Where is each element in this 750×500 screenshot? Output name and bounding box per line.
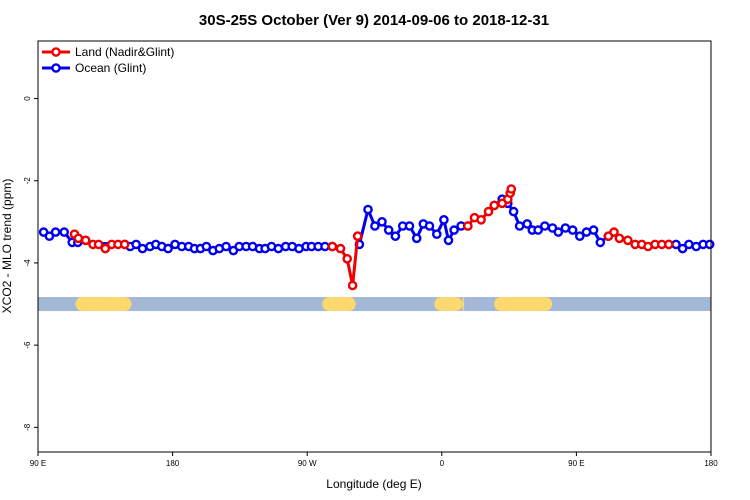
legend: Land (Nadir&Glint) Ocean (Glint)	[42, 45, 174, 75]
data-point	[327, 241, 338, 252]
y-tick-label: -6	[23, 341, 32, 349]
x-tick-label: 90 W	[298, 459, 317, 468]
data-point	[390, 231, 401, 241]
data-point	[383, 225, 394, 235]
legend-item: Ocean (Glint)	[42, 61, 146, 75]
data-point	[221, 241, 231, 252]
data-point	[100, 243, 111, 254]
y-tick-label: -8	[23, 423, 32, 431]
data-point	[664, 239, 674, 250]
data-point	[411, 233, 422, 244]
data-point	[342, 253, 353, 264]
data-point	[44, 231, 55, 241]
data-point	[431, 229, 442, 239]
land-segment	[434, 297, 463, 312]
legend-item: Land (Nadir&Glint)	[42, 45, 174, 59]
data-point	[540, 221, 550, 231]
series-layer	[38, 184, 715, 291]
chart-title: 30S-25S October (Ver 9) 2014-09-06 to 20…	[199, 12, 549, 29]
data-point	[677, 243, 688, 254]
ocean-band	[38, 297, 711, 312]
x-tick-label: 90 E	[568, 459, 584, 468]
x-axis: 90 E 180 90 W 0 90 E 180	[30, 452, 718, 468]
data-point	[377, 216, 387, 227]
land-segment	[322, 297, 356, 312]
data-point	[489, 200, 500, 211]
data-point	[533, 225, 543, 235]
land-segment	[462, 297, 465, 312]
series-ocean	[38, 194, 715, 256]
land-segment	[75, 297, 132, 312]
data-point	[80, 235, 91, 246]
land-ocean-band	[38, 297, 711, 312]
data-point	[704, 239, 715, 250]
data-point	[623, 235, 633, 246]
y-tick-label: 0	[23, 96, 32, 101]
legend-marker	[51, 63, 61, 73]
y-axis: 0 -2 -4 -6 -8	[23, 96, 38, 431]
data-point	[50, 227, 61, 237]
x-tick-label: 90 E	[30, 459, 46, 468]
data-point	[137, 243, 148, 254]
data-point	[514, 221, 525, 231]
series-land	[69, 184, 674, 291]
data-point	[609, 227, 619, 237]
data-point	[320, 241, 330, 252]
data-point	[439, 214, 449, 225]
data-point	[462, 221, 473, 231]
data-point	[476, 214, 486, 225]
data-point	[119, 239, 130, 250]
x-axis-label: Longitude (deg E)	[326, 477, 421, 491]
x-tick-label: 180	[704, 459, 718, 468]
data-point	[614, 233, 625, 244]
data-point	[595, 237, 606, 248]
data-point	[335, 243, 346, 254]
data-point	[347, 280, 358, 291]
data-point	[567, 225, 578, 235]
data-point	[483, 206, 494, 217]
data-point	[363, 204, 373, 215]
legend-marker	[51, 47, 61, 57]
data-point	[443, 235, 454, 246]
data-point	[201, 241, 212, 252]
data-point	[352, 231, 363, 241]
legend-label: Land (Nadir&Glint)	[75, 45, 174, 59]
data-point	[163, 243, 173, 254]
x-tick-label: 0	[440, 459, 445, 468]
data-point	[424, 221, 435, 231]
data-point	[59, 227, 69, 237]
data-point	[553, 227, 564, 237]
data-point	[508, 206, 519, 217]
data-point	[370, 221, 380, 231]
data-point	[93, 239, 104, 250]
y-tick-label: -4	[23, 259, 32, 267]
data-point	[449, 225, 459, 235]
x-tick-label: 180	[166, 459, 180, 468]
y-tick-label: -2	[23, 177, 32, 185]
data-point	[588, 225, 599, 235]
data-point	[522, 219, 533, 229]
data-point	[131, 239, 141, 250]
data-point	[506, 184, 517, 194]
data-point	[73, 233, 84, 244]
land-segment	[494, 297, 553, 312]
data-point	[575, 231, 585, 241]
y-axis-label: XCO2 - MLO trend (ppm)	[0, 179, 14, 314]
data-point	[404, 221, 415, 231]
legend-label: Ocean (Glint)	[75, 61, 146, 75]
plot-frame	[37, 40, 712, 453]
